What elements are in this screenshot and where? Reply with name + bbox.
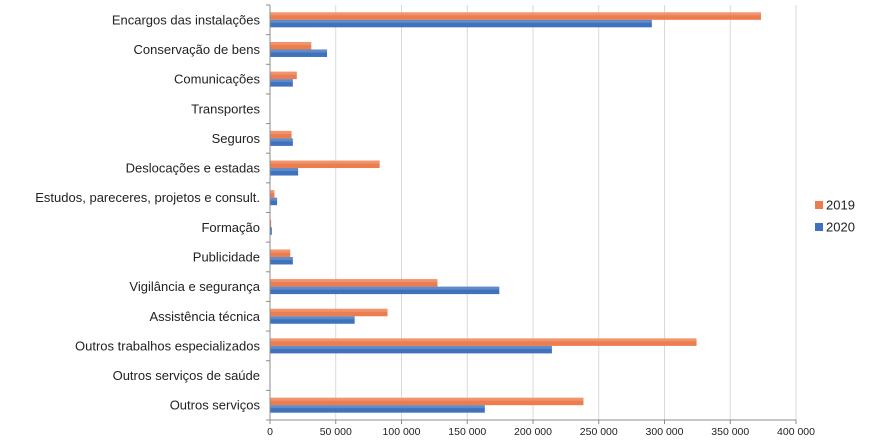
bar-highlight <box>270 397 584 401</box>
category-label: Seguros <box>212 131 261 146</box>
category-label: Estudos, pareceres, projetos e consult. <box>35 190 260 205</box>
category-label: Vigilância e segurança <box>129 279 260 294</box>
legend-label-2020: 2020 <box>826 220 855 235</box>
gridlines <box>269 5 797 420</box>
category-label: Conservação de bens <box>134 42 261 57</box>
bar-highlight <box>270 12 761 16</box>
legend-swatch-2020 <box>815 223 823 231</box>
x-tick-label: 200 000 <box>514 426 552 438</box>
bar-2020 <box>270 19 652 28</box>
bar-2019 <box>270 308 388 317</box>
bar-highlight <box>270 79 293 83</box>
bar-2020 <box>270 79 293 87</box>
bar-highlight <box>270 130 292 134</box>
x-tick-label: 300 000 <box>646 426 684 438</box>
bar-highlight <box>270 279 438 283</box>
category-label: Assistência técnica <box>149 309 260 324</box>
category-label: Deslocações e estadas <box>126 161 261 176</box>
x-tick-label: 50 000 <box>320 426 352 438</box>
bar-highlight <box>270 338 697 342</box>
bar-2020 <box>270 168 299 176</box>
bar-2019 <box>270 190 275 198</box>
bar-highlight <box>270 138 293 142</box>
bar-highlight <box>270 49 328 53</box>
bar-2019 <box>270 160 380 169</box>
axes <box>266 4 797 424</box>
bar-highlight <box>270 316 355 320</box>
bar-2019 <box>270 219 272 228</box>
bar-highlight <box>270 41 312 45</box>
category-label: Comunicações <box>174 72 260 87</box>
bar-2019 <box>270 41 312 50</box>
bar-2020 <box>270 286 500 295</box>
bar-2020 <box>270 316 355 324</box>
bar-highlight <box>270 19 652 23</box>
x-tick-label: 400 000 <box>777 426 815 438</box>
bar-2019 <box>270 279 438 287</box>
bar-highlight <box>270 308 388 312</box>
x-tick-label: 0 <box>267 426 273 438</box>
category-labels: Encargos das instalações Conservação de b… <box>35 12 260 412</box>
bars <box>270 12 761 413</box>
bar-highlight <box>270 256 293 260</box>
bar-2019 <box>270 71 297 80</box>
bar-highlight <box>270 197 278 201</box>
bar-2019 <box>270 130 292 139</box>
bar-2020 <box>270 49 328 57</box>
category-label: Outros serviços de saúde <box>113 368 260 383</box>
bar-2019 <box>270 338 697 346</box>
bar-2019 <box>270 12 761 20</box>
legend: 2019 2020 <box>815 198 855 235</box>
category-label: Transportes <box>191 101 260 116</box>
x-tick-label: 150 000 <box>448 426 486 438</box>
category-label: Outros serviços <box>170 398 261 413</box>
bar-highlight <box>270 168 299 172</box>
bar-2020 <box>270 138 293 146</box>
x-tick-label: 350 000 <box>711 426 749 438</box>
bar-2019 <box>270 397 584 406</box>
category-label: Publicidade <box>193 249 260 264</box>
bar-2020 <box>270 256 293 265</box>
bar-highlight <box>270 190 275 194</box>
bar-highlight <box>270 345 552 349</box>
bar-highlight <box>270 249 291 253</box>
bar-2020 <box>270 345 552 354</box>
bar-highlight <box>270 286 500 290</box>
bar-2020 <box>270 197 278 206</box>
x-tick-label: 100 000 <box>383 426 421 438</box>
category-label: Formação <box>201 220 260 235</box>
bar-highlight <box>270 71 297 75</box>
x-tick-label: 250 000 <box>580 426 618 438</box>
x-tick-labels: 0 50 000 100 000 150 000 200 000 250 000 300 0… <box>267 426 815 438</box>
bar-2020 <box>270 405 485 413</box>
category-label: Outros trabalhos especializados <box>75 338 260 353</box>
bar-highlight <box>270 405 485 409</box>
bar-highlight <box>270 160 380 164</box>
legend-swatch-2019 <box>815 201 823 209</box>
legend-label-2019: 2019 <box>826 198 855 213</box>
bar-2020 <box>270 227 272 235</box>
bar-2019 <box>270 249 291 257</box>
category-label: Encargos das instalações <box>112 12 261 27</box>
